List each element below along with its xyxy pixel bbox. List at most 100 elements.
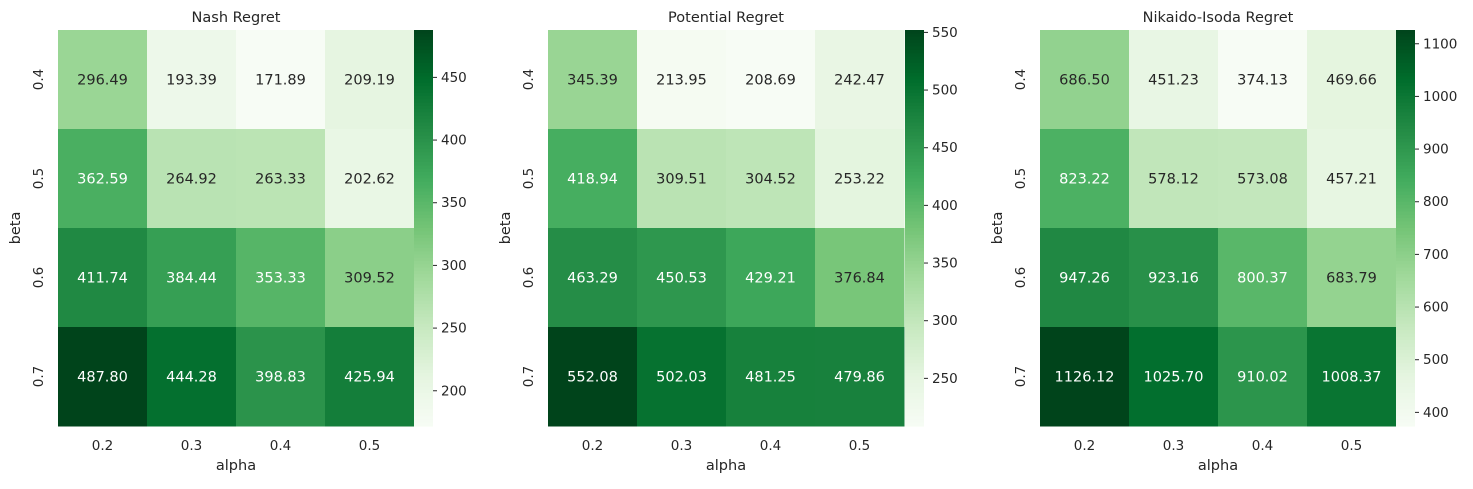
heatmap-cell — [325, 30, 415, 130]
colorbar-segment — [414, 53, 433, 57]
colorbar-segment — [905, 135, 924, 140]
colorbar-segment — [414, 152, 433, 156]
colorbar-segment — [905, 168, 924, 173]
colorbar-segment — [1396, 294, 1415, 298]
colorbar-segment — [1396, 148, 1415, 153]
colorbar-segment — [905, 158, 924, 163]
colorbar-segment — [1396, 63, 1415, 67]
colorbar-segment — [905, 72, 924, 77]
colorbar-segment — [1396, 353, 1415, 358]
colorbar-segment — [414, 231, 433, 236]
colorbar-segment — [1396, 211, 1415, 216]
colorbar-segment — [414, 267, 433, 272]
y-axis-label: beta — [498, 212, 514, 245]
heatmap-cell — [637, 30, 727, 130]
colorbar-segment — [414, 178, 433, 183]
colorbar-segment — [905, 109, 924, 114]
colorbar-segment — [905, 82, 924, 87]
y-tick-label: 0.4 — [521, 69, 537, 90]
colorbar-segment — [414, 261, 433, 265]
colorbar-segment — [905, 257, 924, 262]
colorbar-segment — [1396, 79, 1415, 84]
colorbar-segment — [414, 129, 433, 133]
colorbar-tick-label: 450 — [932, 140, 958, 156]
colorbar-segment — [1396, 300, 1415, 305]
colorbar-segment — [905, 178, 924, 183]
colorbar-segment — [905, 69, 924, 74]
colorbar-segment — [905, 340, 924, 345]
colorbar-segment — [905, 300, 924, 305]
colorbar-segment — [1396, 89, 1415, 94]
heatmap-cell — [637, 327, 727, 427]
colorbar-segment — [1396, 102, 1415, 107]
colorbar-segment — [414, 313, 433, 318]
colorbar-segment — [905, 379, 924, 384]
x-tick-label: 0.5 — [849, 438, 870, 454]
colorbar-segment — [905, 185, 924, 189]
colorbar-segment — [905, 36, 924, 41]
colorbar-segment — [905, 307, 924, 312]
colorbar-segment — [1396, 234, 1415, 239]
colorbar-segment — [905, 89, 924, 94]
colorbar-segment — [414, 399, 433, 404]
colorbar-segment — [414, 389, 433, 394]
colorbar-segment — [414, 379, 433, 384]
y-tick-label: 0.6 — [521, 267, 537, 288]
colorbar-segment — [1396, 317, 1415, 321]
colorbar-segment — [905, 59, 924, 64]
colorbar-segment — [1396, 43, 1415, 48]
colorbar-segment — [1396, 274, 1415, 279]
cell-value-label: 487.80 — [77, 370, 128, 386]
colorbar-segment — [414, 237, 433, 242]
cell-value-label: 1008.37 — [1322, 370, 1382, 386]
colorbar-segment — [1396, 247, 1415, 252]
colorbar-segment — [1396, 138, 1415, 143]
colorbar-segment — [905, 30, 924, 34]
colorbar-segment — [1396, 175, 1415, 180]
colorbar-segment — [1396, 33, 1415, 38]
colorbar-tick-label: 800 — [1423, 194, 1449, 210]
colorbar-segment — [1396, 214, 1415, 219]
colorbar-segment — [1396, 221, 1415, 226]
colorbar-segment — [414, 274, 433, 279]
cell-value-label: 202.62 — [344, 172, 395, 188]
colorbar-segment — [414, 99, 433, 104]
colorbar-segment — [1396, 389, 1415, 394]
colorbar-segment — [1396, 369, 1415, 374]
colorbar-segment — [414, 383, 433, 387]
colorbar-segment — [414, 89, 433, 94]
cell-value-label: 242.47 — [834, 73, 885, 89]
colorbar-segment — [1396, 336, 1415, 341]
colorbar-segment — [414, 181, 433, 186]
cell-value-label: 263.33 — [255, 172, 306, 188]
colorbar-segment — [1396, 208, 1415, 213]
cell-value-label: 686.50 — [1059, 73, 1110, 89]
colorbar-segment — [414, 297, 433, 302]
colorbar-segment — [1396, 165, 1415, 170]
colorbar-segment — [1396, 346, 1415, 351]
cell-value-label: 304.52 — [745, 172, 796, 188]
colorbar-segment — [905, 399, 924, 404]
cell-value-label: 1025.70 — [1144, 370, 1204, 386]
colorbar-tick-label: 250 — [932, 371, 958, 387]
colorbar-segment — [414, 155, 433, 160]
colorbar-segment — [905, 63, 924, 67]
colorbar-segment — [1396, 327, 1415, 331]
colorbar-tick-label: 400 — [1423, 405, 1449, 421]
heatmap-cell — [1218, 327, 1308, 427]
cell-value-label: 309.52 — [344, 271, 395, 287]
colorbar-segment — [414, 409, 433, 414]
colorbar-tick-label: 400 — [932, 198, 958, 214]
cell-value-label: 418.94 — [567, 172, 618, 188]
heatmap-cell — [1040, 30, 1130, 130]
heatmap-cell — [815, 30, 905, 130]
heatmap-cell — [147, 30, 237, 130]
colorbar-segment — [905, 280, 924, 285]
y-tick-label: 0.4 — [1013, 69, 1029, 90]
cell-value-label: 309.51 — [656, 172, 707, 188]
colorbar-segment — [1396, 241, 1415, 246]
colorbar-segment — [414, 290, 433, 295]
colorbar-segment — [905, 406, 924, 411]
colorbar-segment — [905, 323, 924, 328]
cell-value-label: 425.94 — [344, 370, 395, 386]
